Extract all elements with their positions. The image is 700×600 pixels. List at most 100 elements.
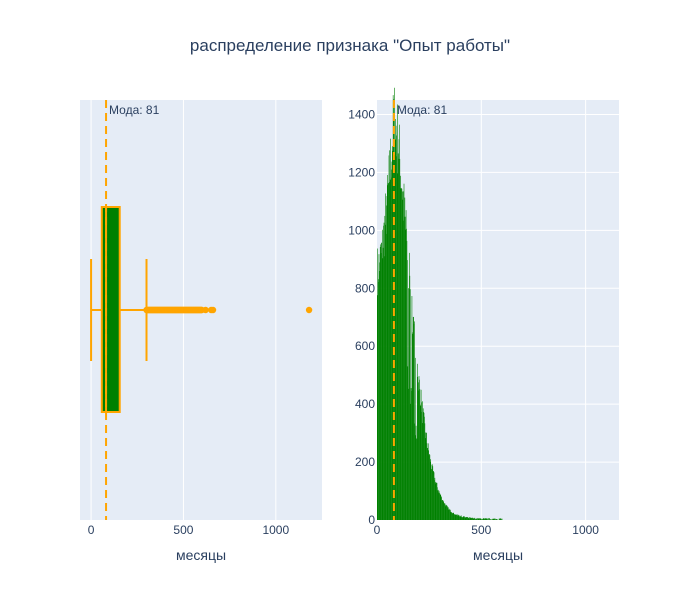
histogram-bar: [489, 518, 490, 520]
box-plot-outliers: [143, 306, 313, 314]
histogram-bar: [475, 518, 477, 520]
histogram-bar: [421, 411, 422, 520]
histogram-bar: [445, 506, 447, 520]
histogram-bar: [419, 389, 421, 520]
histogram-bar: [476, 518, 477, 520]
histogram-bar: [437, 490, 439, 520]
histogram-bar: [404, 216, 406, 520]
histogram-bar: [406, 228, 407, 520]
histogram-bar: [496, 519, 497, 520]
histogram-bar: [403, 220, 404, 520]
histogram-bar: [402, 191, 404, 520]
histogram-bar: [401, 187, 402, 520]
histogram-bar: [466, 517, 467, 520]
box-plot-x-axis-label: месяцы: [176, 547, 226, 563]
histogram-bar: [458, 515, 460, 520]
histogram-bar: [479, 518, 481, 520]
histogram-bar: [398, 139, 400, 520]
histogram-bar: [399, 188, 401, 521]
histogram-bar: [398, 158, 399, 520]
histogram-bar: [446, 505, 447, 520]
histogram-bar: [440, 494, 442, 520]
histogram-bar: [465, 517, 467, 520]
histogram-bar: [435, 481, 437, 520]
histogram-bar: [487, 518, 488, 520]
histogram-bar: [391, 177, 392, 520]
histogram-bar: [464, 516, 465, 520]
histogram-bar: [392, 95, 394, 520]
histogram-bar: [424, 423, 426, 520]
histogram-bar: [404, 197, 406, 520]
histogram-bar: [434, 483, 436, 520]
interquartile-box: [100, 206, 121, 413]
histogram-bar: [463, 516, 464, 520]
histogram-bar: [462, 516, 464, 520]
histogram-bar: [429, 454, 431, 520]
histogram-bar: [469, 518, 471, 520]
histogram-bar: [480, 518, 482, 520]
histogram-bar: [378, 281, 379, 520]
histogram-bar: [386, 205, 388, 521]
histogram-bar: [425, 438, 426, 520]
histogram-bar: [499, 518, 500, 520]
histogram-bar: [394, 87, 395, 520]
histogram-bar: [412, 316, 414, 520]
histogram-bar: [462, 517, 463, 520]
histogram-bar: [377, 295, 378, 520]
histogram-bar: [437, 489, 439, 520]
histogram-bar: [474, 517, 476, 520]
histogram-bar: [482, 518, 484, 520]
histogram-bar: [454, 514, 456, 520]
histogram-bar: [411, 390, 412, 520]
histogram-bar: [379, 262, 380, 520]
histogram-bar: [388, 182, 389, 520]
histogram-bar: [396, 135, 397, 520]
histogram-bar: [482, 518, 484, 520]
histogram-bar: [383, 222, 385, 520]
histogram-bar: [379, 270, 381, 520]
histogram-bar: [458, 515, 459, 520]
histogram-bar: [437, 487, 438, 520]
histogram-bar: [387, 185, 389, 520]
histogram-bar: [487, 518, 489, 520]
hist-y-tick-label: 1000: [348, 223, 375, 237]
histogram-bar: [432, 466, 434, 520]
histogram-bar: [393, 118, 394, 520]
histogram-bar: [471, 517, 473, 520]
histogram-bar: [439, 492, 440, 520]
histogram-bar: [397, 104, 398, 521]
hist-x-tick-label: 0: [374, 523, 381, 537]
histogram-bar: [420, 389, 422, 520]
hist-y-tick-label: 600: [355, 339, 375, 353]
histogram-bar: [444, 503, 445, 520]
histogram-bar: [429, 461, 431, 520]
histogram-bar: [465, 517, 466, 520]
histogram-bar: [501, 518, 503, 520]
histogram-bar: [416, 439, 417, 520]
histogram-bar: [399, 124, 400, 520]
histogram-bar: [436, 482, 437, 520]
histogram-bar: [391, 161, 393, 520]
histogram-bar: [495, 518, 497, 520]
histogram-bar: [470, 517, 472, 520]
histogram-bar: [452, 513, 454, 520]
hist-x-tick-label: 1000: [572, 523, 599, 537]
histogram-bar: [463, 516, 465, 520]
histogram-bar: [418, 390, 419, 520]
histogram-bar: [493, 518, 495, 520]
histogram-bar: [467, 517, 468, 520]
histogram-bar: [402, 191, 404, 520]
histogram-bar: [478, 518, 480, 520]
histogram-bar: [498, 518, 500, 520]
histogram-bar: [392, 150, 394, 520]
histogram-bar: [381, 242, 383, 520]
histogram-bar: [462, 517, 464, 520]
histogram-bar: [467, 517, 469, 520]
histogram-bar: [500, 518, 502, 520]
histogram-bar: [438, 492, 439, 520]
histogram-gridlines: [377, 100, 619, 520]
histogram-bar: [464, 517, 466, 520]
histogram-bar: [434, 477, 436, 520]
histogram-bar: [471, 518, 472, 520]
